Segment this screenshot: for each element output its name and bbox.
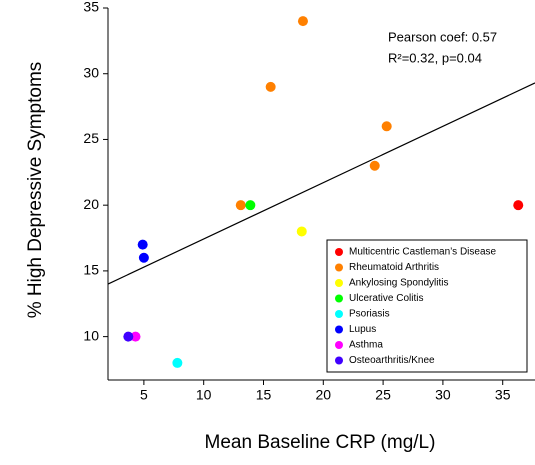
point [297,16,308,27]
x-tick-label: 35 [495,387,511,403]
legend-label: Osteoarthritis/Knee [349,355,435,366]
point [369,160,380,171]
legend-label: Ulcerative Colitis [349,293,423,304]
annotation: R²=0.32, p=0.04 [388,50,482,65]
legend-label: Psoriasis [349,309,390,320]
legend-label: Multicentric Castleman’s Disease [349,247,497,258]
legend-label: Lupus [349,324,376,335]
point [172,357,183,368]
trendline [107,82,535,285]
point [123,331,134,342]
legend-marker [335,310,343,318]
point [138,252,149,263]
y-axis-title: % High Depressive Symptoms [25,62,46,319]
x-tick-label: 30 [435,387,451,403]
x-tick-label: 25 [375,387,391,403]
legend-marker [335,341,343,349]
legend-label: Rheumatoid Arthritis [349,262,439,273]
legend-box [326,239,528,373]
legend-label: Ankylosing Spondylitis [349,278,449,289]
y-tick-label: 20 [83,196,99,212]
point [235,200,246,211]
legend-marker [335,294,343,303]
y-tick-label: 35 [83,0,99,15]
x-axis-title: Mean Baseline CRP (mg/L) [205,432,436,453]
y-tick-label: 10 [83,327,99,343]
annotation: Pearson coef: 0.57 [388,29,497,44]
x-tick-label: 20 [316,387,332,403]
legend-marker [335,279,343,287]
legend-marker [335,263,343,272]
x-tick-label: 5 [140,387,148,403]
point [130,331,141,342]
point [137,239,148,250]
x-tick-label: 15 [256,387,272,403]
point [513,200,524,211]
y-tick-label: 15 [83,262,99,278]
legend-marker [335,356,343,365]
legend-marker [335,325,343,334]
point [245,200,256,211]
y-tick-label: 30 [83,64,99,80]
y-tick-label: 25 [83,130,99,146]
point [265,81,276,92]
legend-label: Asthma [349,340,383,351]
legend-marker [335,248,343,256]
point [296,226,307,237]
x-tick-label: 10 [196,387,212,403]
point [381,121,392,132]
